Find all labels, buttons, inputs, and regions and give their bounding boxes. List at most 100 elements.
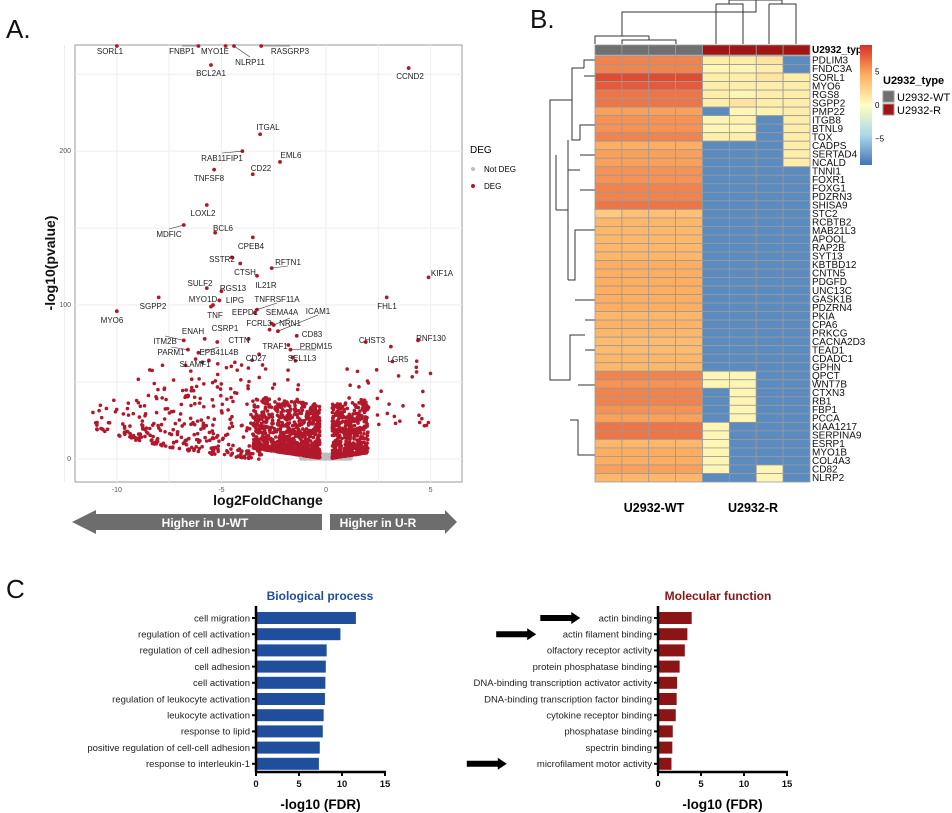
heatmap-cell xyxy=(675,413,703,423)
point-deg xyxy=(352,419,356,423)
point-deg xyxy=(206,415,210,420)
point-deg xyxy=(351,441,356,445)
point-deg xyxy=(291,436,295,441)
bar xyxy=(659,628,688,641)
category-label: response to lipid xyxy=(181,727,250,738)
point-deg xyxy=(359,427,363,432)
category-label: actin filament binding xyxy=(563,630,652,641)
heatmap-cell xyxy=(648,387,677,398)
heatmap-cell xyxy=(594,438,623,449)
gene-label: MYO1E xyxy=(201,47,229,56)
heatmap-cell xyxy=(648,251,677,261)
panel-label-a: A. xyxy=(6,14,31,44)
heatmap-cell xyxy=(702,413,730,423)
heatmap-cell xyxy=(782,353,811,364)
point-deg xyxy=(277,423,282,428)
heatmap-cell xyxy=(648,81,677,91)
point-deg xyxy=(142,403,147,408)
gene-row-label: PDLIM3 xyxy=(812,56,849,67)
point-deg xyxy=(313,440,317,444)
gene-row-label: FOXR1 xyxy=(812,175,846,186)
category-label: DNA-binding transcription factor binding xyxy=(484,694,652,705)
point-deg xyxy=(331,433,336,437)
gene-row-label: GASK1B xyxy=(812,294,852,305)
point-deg xyxy=(220,402,225,407)
point-deg xyxy=(333,442,337,447)
heatmap-cell xyxy=(648,336,677,347)
point-deg xyxy=(414,365,419,370)
point-deg xyxy=(257,417,261,421)
heatmap-cell xyxy=(648,166,677,176)
point-deg xyxy=(393,421,398,426)
heatmap-cell xyxy=(755,55,784,65)
point-deg xyxy=(251,445,256,450)
point-deg xyxy=(420,416,424,421)
point-deg xyxy=(291,451,296,456)
point-deg xyxy=(311,403,316,407)
heatmap-cell xyxy=(675,217,703,227)
legend-wt: U2932-WT xyxy=(897,92,950,104)
gene-label: CPEB4 xyxy=(238,242,265,251)
point-deg xyxy=(257,453,262,457)
point-deg xyxy=(229,447,233,451)
point-deg xyxy=(335,449,339,453)
heatmap-cell xyxy=(621,106,650,117)
heatmap-cell xyxy=(675,430,703,440)
point-deg xyxy=(105,427,110,432)
heatmap-cell xyxy=(728,183,757,193)
heatmap-cell xyxy=(782,174,811,185)
heatmap-cell xyxy=(648,115,677,125)
heatmap-cell xyxy=(648,404,677,415)
point-deg xyxy=(156,387,160,392)
heatmap-cell xyxy=(755,438,784,449)
point-deg xyxy=(117,433,121,438)
heatmap-cell xyxy=(621,64,650,74)
heatmap-cell xyxy=(621,285,650,295)
heatmap-cell xyxy=(728,447,757,457)
point-deg xyxy=(295,432,299,437)
heatmap-cell xyxy=(728,157,757,168)
gene-row-label: CACNA2D3 xyxy=(812,337,866,348)
heatmap-cell xyxy=(702,336,730,347)
heatmap-cell xyxy=(648,277,677,287)
point-deg xyxy=(212,417,217,422)
point-deg xyxy=(184,388,189,392)
bar xyxy=(257,676,326,689)
point-deg xyxy=(300,431,305,436)
point-deg xyxy=(113,410,118,414)
point-deg xyxy=(268,428,272,433)
point-deg xyxy=(347,448,352,453)
point-deg xyxy=(335,433,340,438)
point-deg xyxy=(171,378,176,382)
label-leader-line xyxy=(164,335,184,341)
heatmap-cell xyxy=(755,132,784,142)
point-deg xyxy=(155,436,160,441)
heatmap-cell xyxy=(675,277,703,287)
point-deg xyxy=(245,426,250,430)
heatmap-cell xyxy=(594,132,623,142)
point-deg xyxy=(200,360,205,365)
gene-label: CD83 xyxy=(302,330,323,339)
heatmap-cell xyxy=(728,225,757,236)
point-deg xyxy=(363,406,368,411)
heatmap-cell xyxy=(594,311,623,321)
gene-row-label: COL4A3 xyxy=(812,456,851,467)
point-deg xyxy=(301,447,306,452)
point-deg xyxy=(257,375,262,380)
heatmap-cell xyxy=(621,302,650,312)
point-deg xyxy=(207,438,212,443)
point-deg xyxy=(366,381,371,385)
heatmap-cell xyxy=(755,89,784,100)
heatmap-cell xyxy=(702,191,730,202)
heatmap-cell xyxy=(782,328,811,338)
heatmap-cell xyxy=(782,473,811,483)
point-deg xyxy=(273,400,277,404)
point-deg xyxy=(352,427,356,432)
heatmap-cell xyxy=(648,106,677,117)
gene-label: SGPP2 xyxy=(140,302,167,311)
point-deg xyxy=(260,363,265,367)
heatmap-cell xyxy=(675,81,703,91)
labeled-point xyxy=(156,295,161,300)
labeled-point xyxy=(114,309,119,314)
point-deg xyxy=(295,451,300,456)
